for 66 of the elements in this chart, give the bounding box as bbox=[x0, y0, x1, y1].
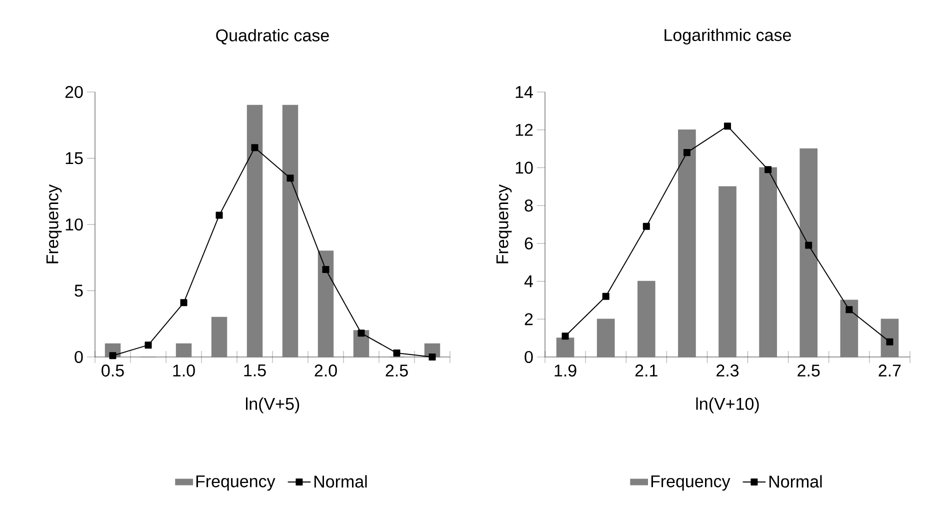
bar bbox=[678, 129, 696, 358]
x-tick-label: 1.5 bbox=[244, 364, 266, 376]
x-tick-label: 2.1 bbox=[635, 364, 658, 376]
bar bbox=[840, 300, 858, 358]
bar bbox=[880, 318, 899, 358]
y-axis-title: Frequency bbox=[46, 184, 62, 264]
bar bbox=[176, 343, 192, 358]
point bbox=[286, 174, 294, 182]
point bbox=[109, 352, 116, 360]
chart-title: Logarithmic case bbox=[664, 28, 791, 44]
bar bbox=[800, 148, 818, 358]
point bbox=[683, 149, 690, 156]
legend-label: Frequency bbox=[651, 475, 730, 491]
x-tick-label: 2.3 bbox=[716, 364, 739, 377]
y-tick-label: 8 bbox=[524, 200, 533, 212]
point bbox=[180, 299, 188, 306]
chart-title: Quadratic case bbox=[216, 28, 329, 44]
x-tick-label: 1.9 bbox=[554, 364, 576, 377]
bar bbox=[211, 316, 228, 358]
x-tick-label: 2.5 bbox=[798, 364, 820, 377]
y-axis-title: Frequency bbox=[496, 184, 512, 264]
point bbox=[602, 292, 610, 300]
bar bbox=[282, 104, 298, 358]
point bbox=[886, 338, 894, 346]
point bbox=[642, 222, 650, 230]
y-tick-label: 14 bbox=[516, 86, 533, 98]
y-tick-label: 0 bbox=[74, 350, 83, 364]
point bbox=[562, 332, 569, 340]
x-tick-label: 1.0 bbox=[173, 364, 195, 377]
x-axis-title: ln(V+5) bbox=[246, 397, 300, 414]
bar bbox=[246, 104, 263, 358]
y-tick-label: 20 bbox=[65, 86, 83, 98]
point bbox=[358, 330, 365, 337]
legend-label: Normal bbox=[769, 475, 822, 488]
bar bbox=[718, 186, 736, 358]
x-tick-label: 0.5 bbox=[102, 364, 124, 377]
point bbox=[764, 166, 772, 174]
y-tick-label: 6 bbox=[524, 237, 533, 250]
bar bbox=[759, 167, 777, 358]
bar bbox=[318, 250, 334, 358]
y-tick-label: 5 bbox=[74, 284, 83, 297]
point bbox=[322, 266, 330, 274]
point bbox=[251, 144, 258, 152]
y-tick-label: 10 bbox=[66, 218, 83, 231]
y-tick-label: 4 bbox=[524, 275, 533, 288]
x-tick-label: 2.7 bbox=[878, 364, 901, 376]
x-tick-label: 2.0 bbox=[314, 364, 337, 377]
x-axis-title: ln(V+10) bbox=[696, 397, 759, 414]
point bbox=[805, 242, 812, 249]
legend-label: Normal bbox=[314, 475, 367, 488]
bar bbox=[637, 280, 656, 358]
point bbox=[846, 306, 853, 314]
y-tick-label: 2 bbox=[524, 313, 533, 326]
y-tick-label: 10 bbox=[516, 162, 533, 174]
bar bbox=[556, 338, 574, 358]
x-tick-label: 2.5 bbox=[386, 364, 408, 377]
y-tick-label: 12 bbox=[516, 124, 533, 136]
point bbox=[393, 350, 400, 357]
y-tick-label: 15 bbox=[66, 152, 83, 164]
point bbox=[428, 353, 436, 360]
point bbox=[144, 342, 152, 349]
legend-label: Frequency bbox=[196, 475, 276, 491]
point bbox=[216, 212, 223, 219]
bar bbox=[596, 318, 615, 358]
point bbox=[724, 122, 731, 130]
y-tick-label: 0 bbox=[524, 350, 533, 364]
